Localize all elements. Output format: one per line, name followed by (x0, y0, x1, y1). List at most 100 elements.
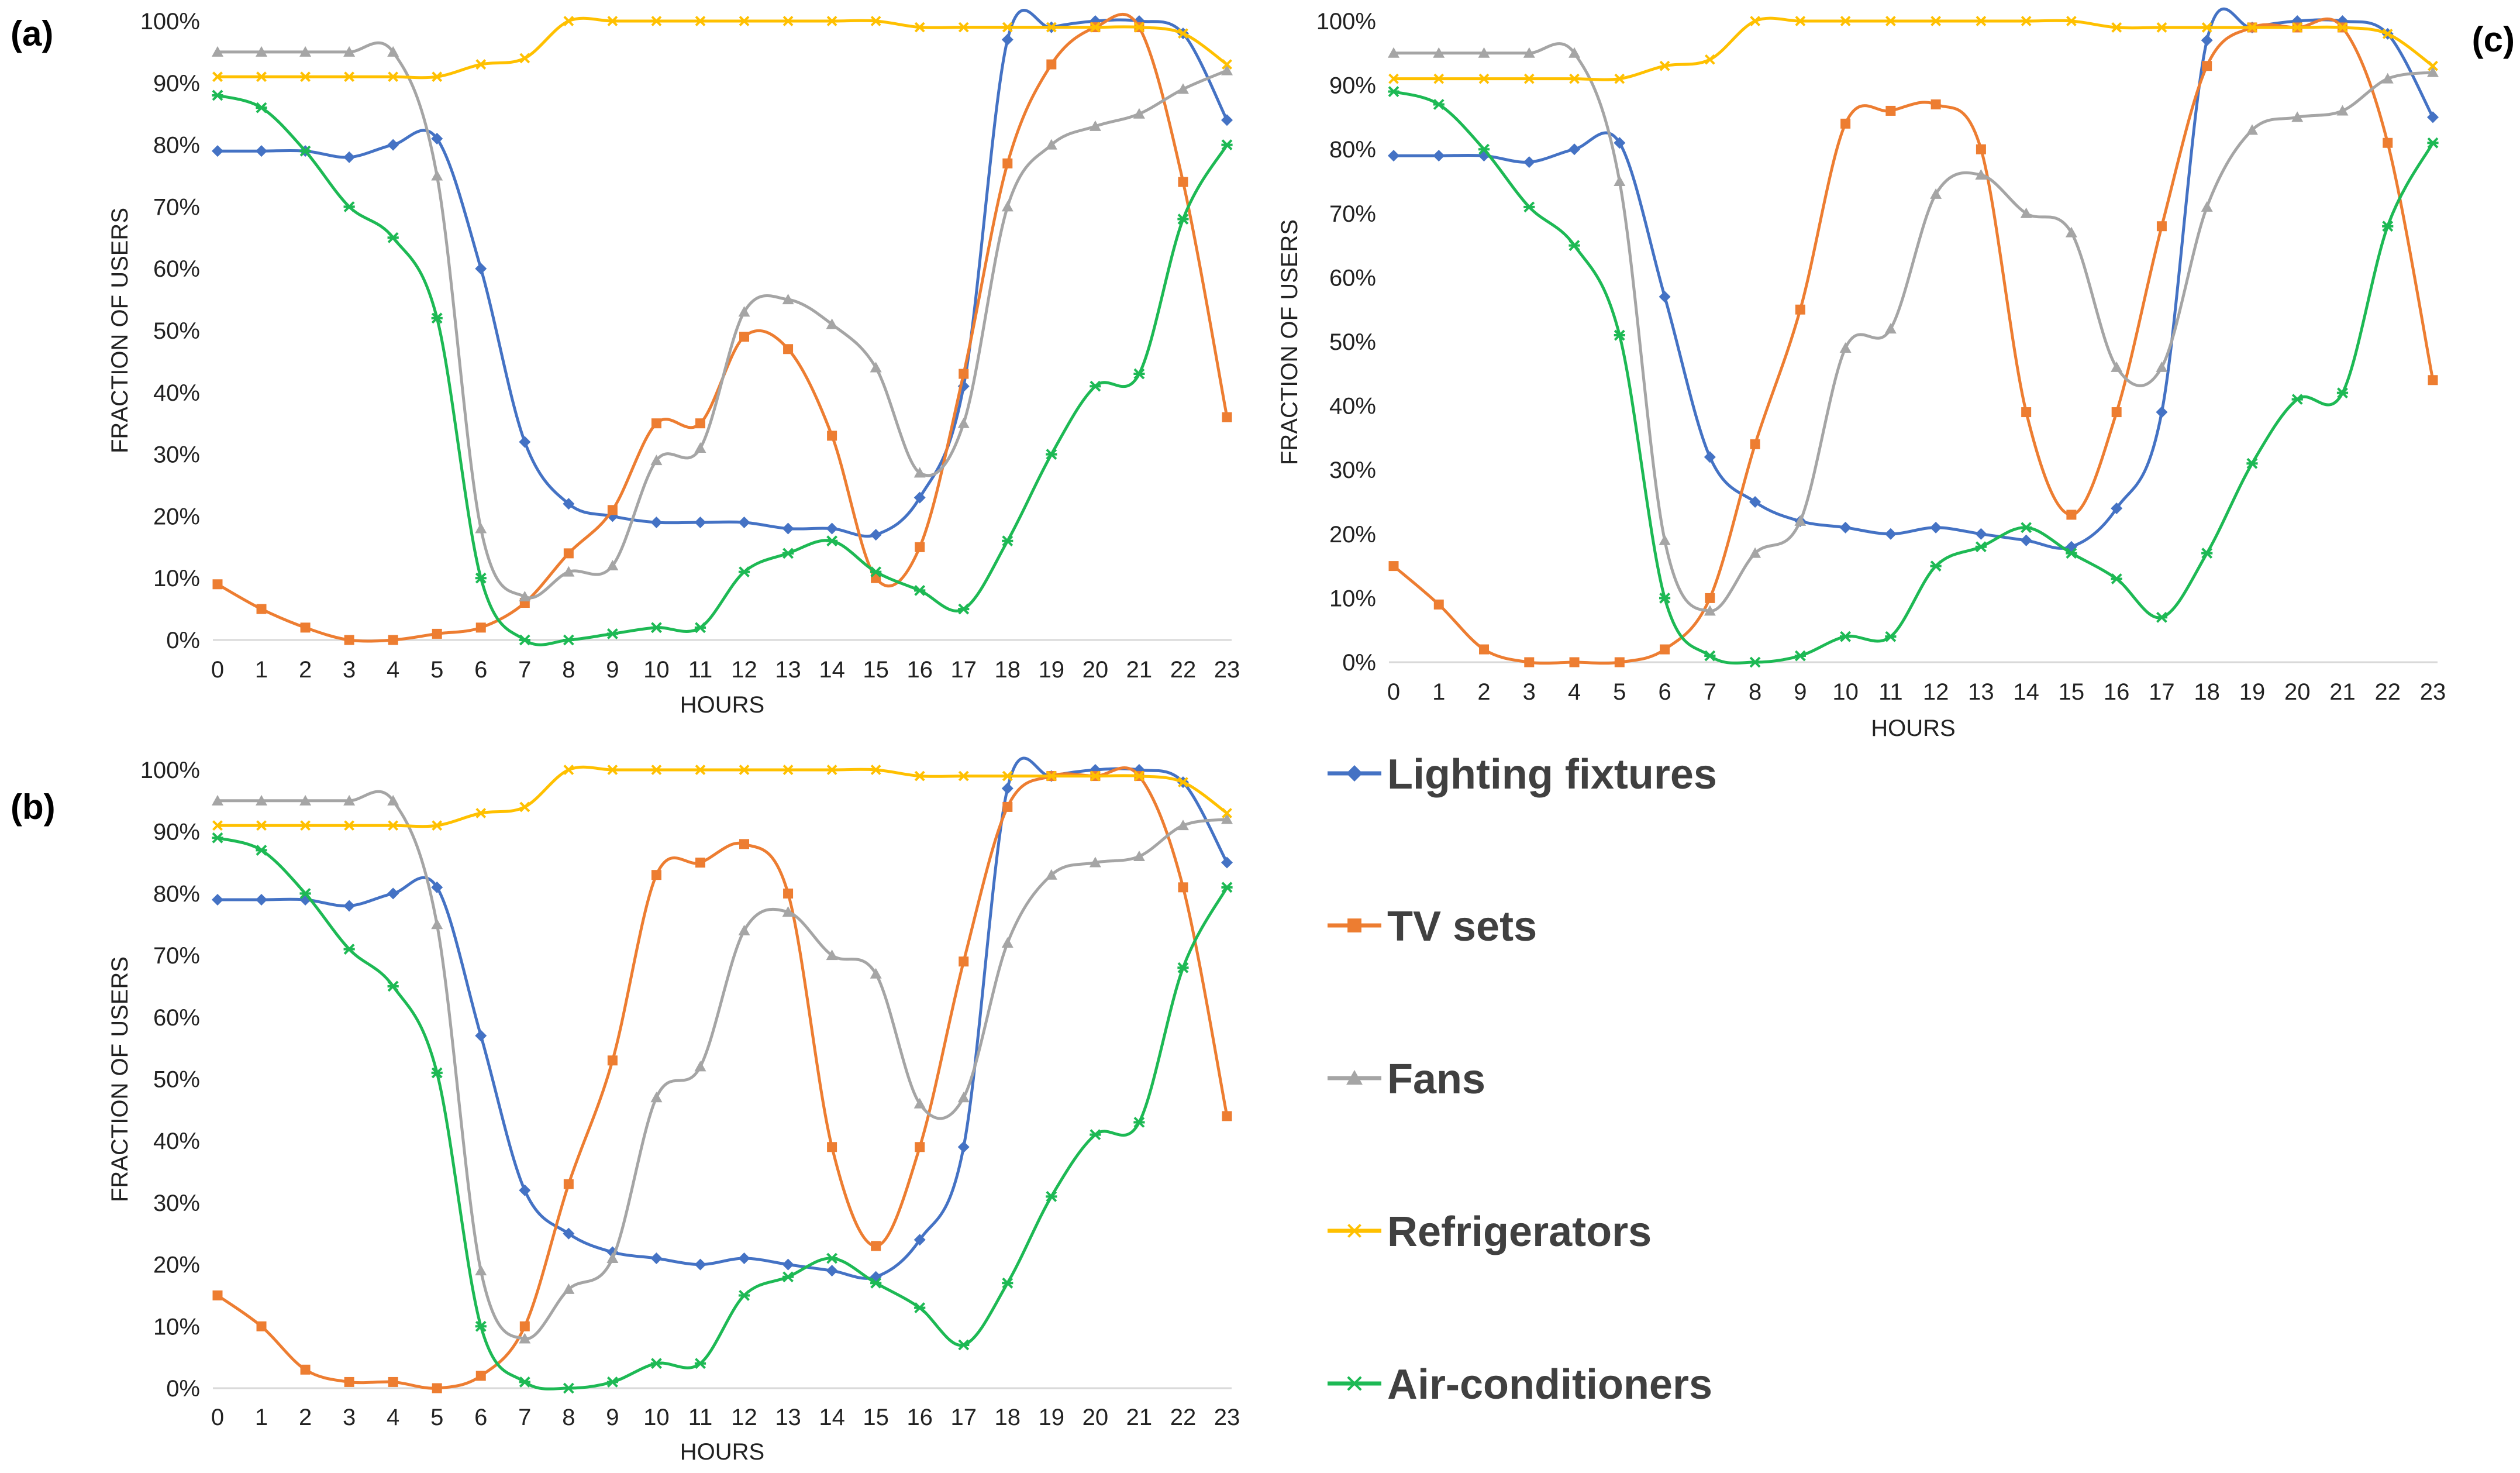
data-point-lighting (1433, 150, 1445, 162)
data-point-fans (606, 1252, 619, 1264)
data-point-fridge (914, 22, 925, 33)
data-point-fans (738, 306, 750, 317)
x-tick-label: 14 (2013, 679, 2039, 705)
data-point-ac (1177, 214, 1189, 225)
data-point-fans (650, 1092, 663, 1103)
y-tick-label: 80% (153, 133, 200, 159)
data-point-tv (1885, 105, 1896, 116)
data-point-fridge (1090, 770, 1101, 782)
x-tick-label: 12 (1923, 679, 1949, 705)
x-tick-label: 4 (387, 657, 399, 683)
data-point-tv (388, 635, 398, 645)
data-point-fans (1133, 108, 1145, 119)
x-tick-label: 23 (2420, 679, 2446, 705)
data-point-fans (1433, 47, 1445, 58)
data-point-lighting (826, 1265, 838, 1277)
data-point-tv (1433, 599, 1444, 610)
data-point-fridge (1046, 22, 1057, 33)
data-point-fans (256, 794, 268, 806)
data-point-tv (475, 622, 486, 633)
data-point-tv (607, 505, 618, 515)
data-point-lighting (1930, 521, 1942, 534)
x-tick-label: 11 (1878, 679, 1903, 705)
data-point-fans (1975, 169, 1987, 180)
data-point-fans (1001, 201, 1013, 212)
y-tick-label: 0% (1342, 650, 1376, 676)
data-point-fridge (344, 820, 355, 831)
data-point-tv (1750, 439, 1760, 449)
data-point-lighting (343, 151, 356, 163)
series-fridge (212, 765, 1232, 831)
data-point-ac (1975, 541, 1987, 553)
data-point-fridge (1133, 770, 1144, 782)
data-point-fans (431, 170, 443, 181)
data-point-fans (1045, 139, 1057, 150)
data-point-fans (299, 794, 312, 806)
data-point-fridge (870, 16, 881, 26)
data-point-fans (1089, 120, 1101, 131)
data-point-fans (387, 46, 399, 57)
data-point-ac (1221, 882, 1233, 893)
data-point-tv (783, 344, 794, 355)
data-point-lighting (1839, 521, 1852, 534)
x-tick-label: 5 (430, 657, 443, 683)
data-point-ac (782, 548, 794, 559)
data-point-ac (1133, 1117, 1145, 1128)
data-point-fridge (2337, 22, 2348, 33)
data-point-fans (1221, 64, 1233, 75)
data-point-ac (1930, 560, 1942, 572)
data-point-tv (256, 604, 267, 614)
data-point-ac (563, 634, 574, 646)
data-point-ac (1002, 1277, 1013, 1289)
x-tick-label: 16 (906, 657, 933, 683)
data-point-ac (1090, 380, 1101, 392)
data-point-fridge (1523, 73, 1535, 84)
y-tick-label: 0% (166, 628, 200, 653)
series-ac (212, 90, 1233, 646)
data-point-lighting (1388, 150, 1399, 162)
data-point-fans (1930, 188, 1942, 199)
data-point-tv (1569, 657, 1580, 667)
legend-label: Refrigerators (1387, 1209, 1652, 1255)
legend-label: Fans (1387, 1056, 1485, 1103)
y-tick-label: 0% (166, 1376, 200, 1402)
data-point-fridge (1388, 73, 1399, 84)
data-point-fridge (563, 765, 574, 775)
y-tick-label: 60% (1329, 265, 1376, 291)
y-tick-label: 40% (153, 1128, 200, 1154)
data-point-fans (826, 318, 838, 329)
data-point-fridge (388, 820, 399, 831)
data-point-ac (1133, 368, 1145, 380)
data-point-lighting (431, 133, 443, 145)
data-point-fridge (739, 765, 750, 775)
legend-item-tv: TV sets (1328, 903, 1537, 950)
data-point-fans (2111, 361, 2123, 372)
data-point-lighting (519, 436, 531, 448)
data-point-fridge (826, 16, 837, 26)
data-point-fridge (300, 820, 311, 831)
data-point-fridge (2111, 22, 2122, 33)
chart-panel-c: (c) 0% 10% 20% 30% 40% 50% 60% 70% 80% 90% 100% FRAC… (1277, 7, 2515, 741)
y-tick-label: 80% (1329, 137, 1376, 163)
data-point-ac (1749, 656, 1761, 668)
x-tick-label: 19 (1039, 1405, 1065, 1430)
data-point-tv (212, 579, 223, 590)
data-point-fridge (1885, 16, 1896, 26)
x-tick-label: 13 (775, 1405, 801, 1430)
data-point-fridge (2021, 16, 2032, 26)
x-tick-label: 12 (731, 1405, 757, 1430)
y-tick-label: 50% (153, 318, 200, 344)
y-tick-label: 50% (153, 1067, 200, 1093)
data-point-fans (1839, 342, 1852, 353)
y-tick-label: 20% (153, 1252, 200, 1278)
x-tick-label: 4 (1568, 679, 1581, 705)
x-tick-label: 14 (819, 1405, 845, 1430)
y-tick-label: 90% (153, 71, 200, 97)
x-tick-label: 12 (731, 657, 757, 683)
data-point-ac (387, 980, 399, 992)
data-point-fridge (1090, 22, 1101, 33)
data-point-ac (958, 603, 970, 615)
data-point-ac (256, 102, 267, 113)
data-point-fridge (651, 765, 662, 775)
data-point-ac (2246, 457, 2258, 469)
